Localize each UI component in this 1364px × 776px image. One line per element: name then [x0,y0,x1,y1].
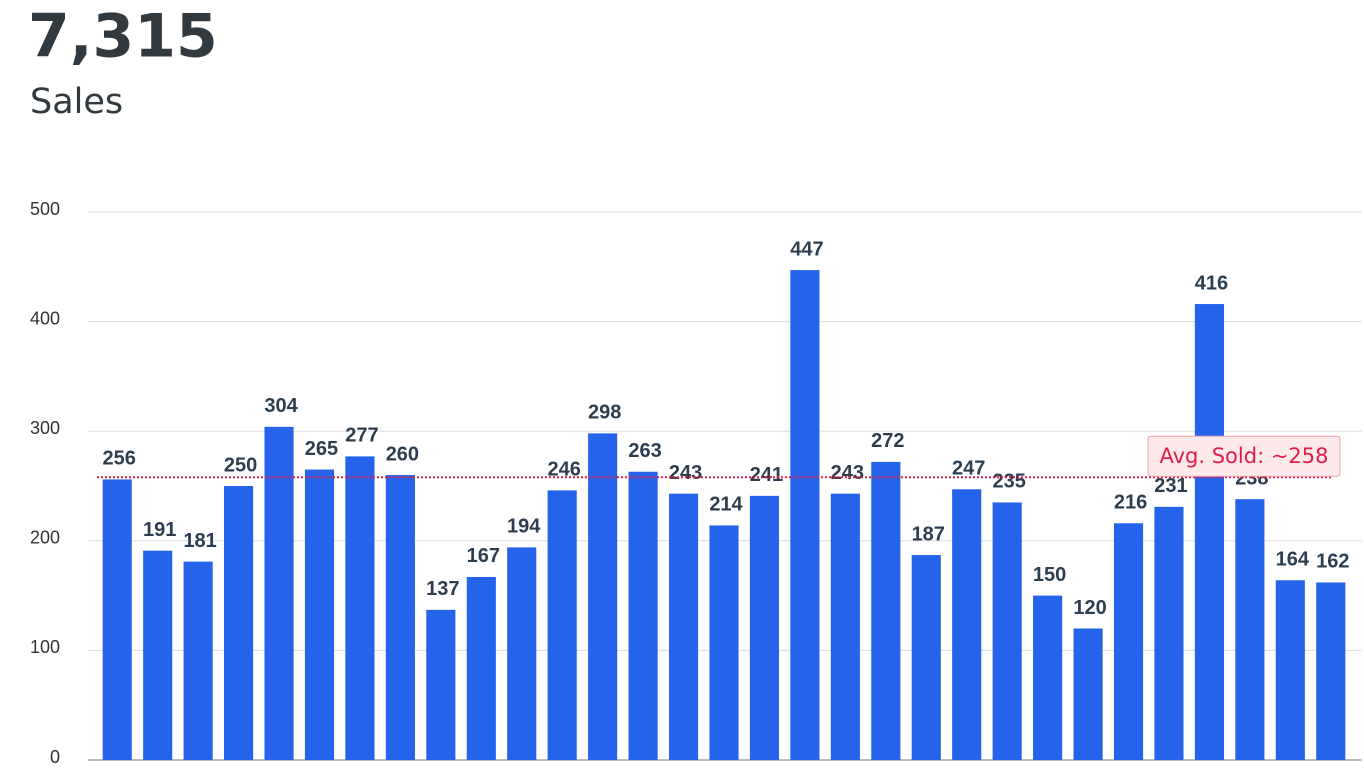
y-tick-label: 500 [30,199,60,219]
data-label: 263 [628,440,661,462]
data-label: 247 [952,458,985,480]
bar [1073,628,1103,760]
bar [345,456,375,760]
data-label: 260 [386,443,419,465]
bar [1194,304,1224,760]
bar [264,426,294,760]
bar [183,561,213,760]
bar [507,547,537,760]
bar [547,490,577,760]
data-label: 250 [224,454,257,476]
bar [790,270,820,760]
annotation-box [1147,435,1341,477]
bar [952,489,982,760]
y-tick-label: 300 [30,418,60,438]
bar [709,525,739,760]
bar [992,502,1022,760]
bar [385,475,415,760]
data-label: 243 [669,462,702,484]
data-label: 416 [1195,272,1228,294]
bar [1235,499,1265,760]
bar [668,493,699,760]
bar [426,609,456,760]
data-label: 304 [264,395,298,417]
data-label: 246 [548,459,581,481]
data-label: 231 [1154,475,1187,497]
data-label: 298 [588,402,621,424]
data-label: 235 [992,471,1025,493]
data-label: 214 [709,494,743,516]
bar [466,576,496,760]
bar [1316,582,1346,760]
data-label: 272 [871,430,904,452]
bar [830,493,860,760]
bar [628,471,658,760]
data-label: 256 [103,448,136,470]
bar [749,495,780,760]
data-label: 150 [1033,564,1066,586]
bar [871,461,901,760]
annotation-label: Avg. Sold: ~258 [1159,444,1328,468]
y-tick-label: 0 [50,747,60,767]
data-label: 181 [183,530,216,552]
data-label: 216 [1114,492,1147,514]
data-label: 167 [467,545,500,567]
bar [102,479,132,760]
data-label: 137 [426,578,459,600]
kpi-value: 7,315 [28,2,218,72]
y-tick-label: 400 [30,308,60,328]
data-label: 164 [1276,549,1310,571]
y-tick-label: 100 [30,637,60,657]
bar [1113,523,1144,760]
data-label: 162 [1316,551,1349,573]
bar [1275,580,1305,760]
kpi-label: Sales [30,82,123,122]
data-label: 277 [345,425,378,447]
data-label: 187 [912,523,945,545]
data-label: 194 [507,516,541,538]
bar [304,469,335,760]
data-label: 191 [143,519,176,541]
bar [224,486,254,760]
bar [1154,506,1184,760]
data-label: 447 [790,238,823,260]
bar [143,550,173,760]
bar [1033,595,1063,760]
data-label: 241 [750,464,783,486]
y-tick-label: 200 [30,528,60,548]
bar [911,555,941,760]
data-label: 120 [1073,597,1106,619]
bar [588,433,618,760]
data-label: 265 [305,438,338,460]
data-label: 243 [831,462,864,484]
